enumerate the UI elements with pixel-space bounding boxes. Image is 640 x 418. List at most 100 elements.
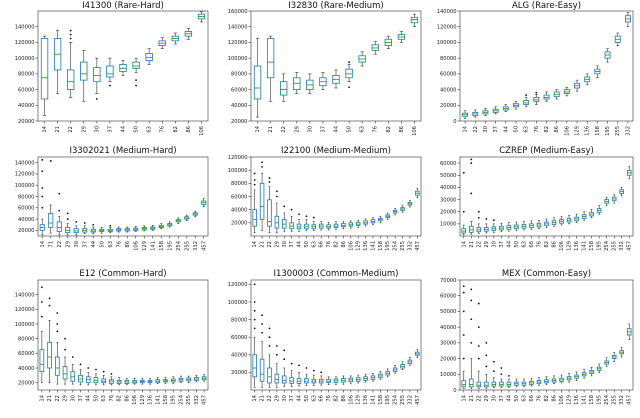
box-82	[544, 218, 549, 228]
box-129	[566, 215, 572, 225]
box-body	[476, 381, 482, 388]
flier-point	[275, 353, 278, 356]
x-tick-label: 158	[159, 241, 165, 251]
box-50	[514, 221, 519, 231]
x-tick-label: 37	[499, 395, 505, 402]
box-254	[392, 208, 398, 216]
box-332	[194, 375, 199, 383]
flier-point	[477, 357, 480, 360]
x-tick-label: 332	[193, 241, 199, 251]
x-tick-label: 14	[463, 125, 469, 132]
box-457	[626, 166, 632, 180]
flier-point	[500, 367, 503, 369]
x-tick-label: 255	[612, 241, 618, 251]
x-tick-label: 255	[400, 395, 406, 405]
plot-frame	[37, 10, 209, 122]
x-tick-label: 141	[582, 395, 588, 405]
y-tick-label: 40000	[440, 185, 457, 191]
x-tick-label: 29	[65, 241, 71, 248]
x-tick-label: 82	[544, 241, 550, 248]
box-30	[491, 360, 497, 388]
box-44	[502, 104, 509, 112]
flier-point	[348, 86, 350, 89]
box-141	[150, 224, 156, 231]
box-body	[106, 65, 114, 78]
y-tick-label: 60000	[440, 294, 457, 300]
x-tick-label: 14	[252, 240, 258, 247]
box-106	[133, 226, 139, 232]
flier-point	[462, 285, 465, 288]
x-tick-label: 106	[133, 241, 139, 251]
box-136	[574, 213, 579, 223]
y-tick-label: 60000	[440, 72, 457, 78]
x-tick-label: 129	[356, 241, 362, 251]
y-tick-label: 50000	[440, 309, 457, 315]
y-tick-label: 60000	[231, 194, 248, 200]
box-86	[551, 217, 557, 227]
x-tick-label: 63	[521, 241, 527, 248]
x-tick-label: 195	[597, 241, 603, 251]
y-tick-label: 10000	[440, 222, 457, 228]
box-129	[574, 79, 580, 92]
x-tick-label: 29	[484, 395, 490, 402]
box-29	[65, 212, 71, 236]
y-tick-label: 60000	[18, 351, 35, 357]
x-tick-label: 158	[595, 126, 601, 136]
box-195	[596, 363, 602, 374]
box-30	[282, 205, 287, 232]
box-158	[378, 371, 383, 380]
box-255	[184, 214, 190, 222]
x-tick-label: 44	[91, 240, 97, 247]
flier-point	[66, 218, 69, 220]
box-body	[39, 349, 45, 373]
box-76	[326, 376, 331, 386]
x-tick-label: 44	[297, 394, 303, 401]
box-255	[611, 351, 617, 363]
flier-point	[275, 345, 278, 347]
flier-point	[470, 158, 473, 161]
x-tick-label: 50	[514, 395, 520, 402]
flier-point	[477, 216, 480, 219]
box-14	[461, 285, 467, 389]
x-tick-label: 457	[201, 241, 207, 251]
flier-point	[64, 348, 66, 351]
flier-point	[348, 61, 350, 63]
flier-point	[69, 33, 72, 36]
box-44	[332, 69, 340, 89]
x-tick-label: 30	[282, 241, 288, 248]
x-tick-label: 76	[373, 126, 379, 133]
box-63	[311, 369, 317, 386]
box-body	[280, 81, 288, 96]
box-body	[67, 69, 75, 90]
flier-point	[485, 218, 488, 220]
y-tick-label: 60000	[18, 87, 35, 93]
x-tick-label: 457	[415, 395, 421, 405]
x-tick-label: 76	[160, 126, 166, 133]
panel-9: MEX (Common-Easy) 0 10000 20000 30000 40000 50…	[440, 269, 634, 405]
x-tick-label: 14	[40, 240, 46, 247]
box-30	[282, 349, 287, 387]
x-tick-label: 332	[619, 395, 625, 405]
x-tick-label: 141	[370, 395, 376, 405]
box-255	[614, 32, 621, 46]
x-tick-label: 50	[513, 126, 519, 133]
x-tick-label: 66	[529, 395, 535, 402]
box-457	[201, 374, 207, 382]
x-tick-label: 254	[604, 394, 610, 405]
y-tick-label: 20000	[440, 356, 457, 362]
flier-point	[477, 302, 480, 305]
box-86	[124, 377, 130, 386]
box-63	[311, 216, 317, 232]
panel-2: I32830 (Rare-Medium) 20000 40000 60000 80000…	[228, 1, 422, 136]
x-tick-label: 195	[171, 395, 177, 405]
y-tick-label: 100000	[15, 56, 35, 62]
box-254	[392, 365, 398, 374]
x-tick-label: 21	[469, 241, 475, 248]
box-195	[385, 212, 390, 220]
x-tick-label: 21	[260, 395, 266, 402]
x-tick-label: 30	[94, 126, 100, 133]
x-tick-label: 255	[184, 241, 190, 251]
x-tick-label: 29	[81, 126, 87, 133]
flier-point	[253, 179, 256, 181]
panel-3: ALG (Rare-Easy) 0 20000 40000 60000 80000 1000…	[437, 1, 634, 136]
